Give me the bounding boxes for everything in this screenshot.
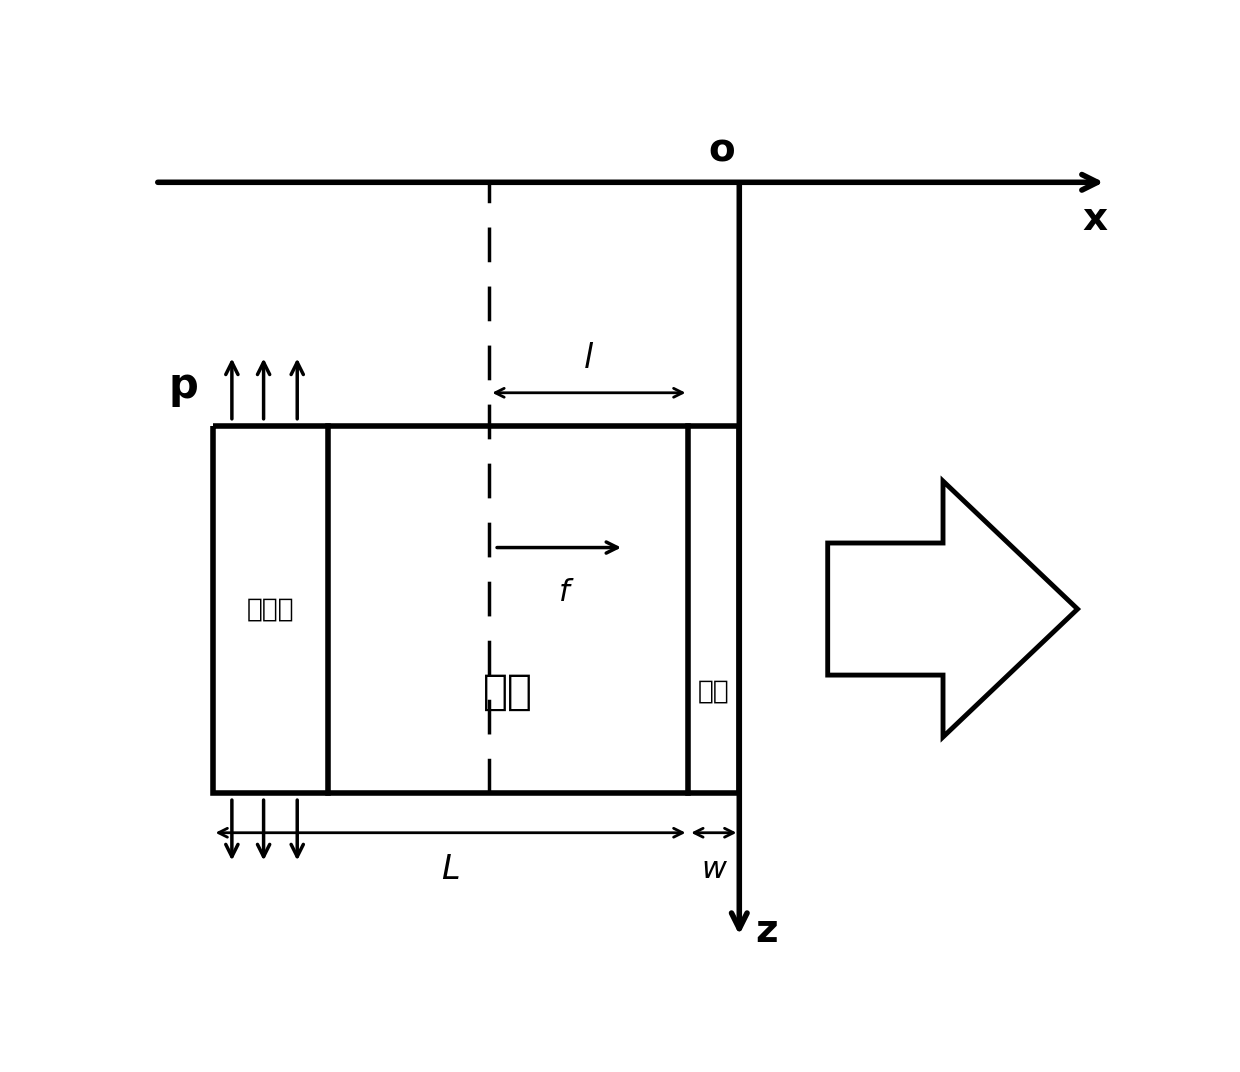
Text: 刀盘: 刀盘 bbox=[698, 679, 729, 705]
Text: l: l bbox=[584, 342, 594, 374]
Text: x: x bbox=[1083, 200, 1107, 238]
Text: o: o bbox=[709, 132, 735, 170]
Text: z: z bbox=[755, 912, 777, 950]
Text: f: f bbox=[558, 579, 569, 608]
Text: 盾体: 盾体 bbox=[484, 671, 533, 713]
Text: w: w bbox=[702, 855, 727, 884]
Text: 注浆区: 注浆区 bbox=[247, 596, 294, 623]
Text: L: L bbox=[441, 853, 460, 887]
Text: p: p bbox=[169, 366, 198, 407]
